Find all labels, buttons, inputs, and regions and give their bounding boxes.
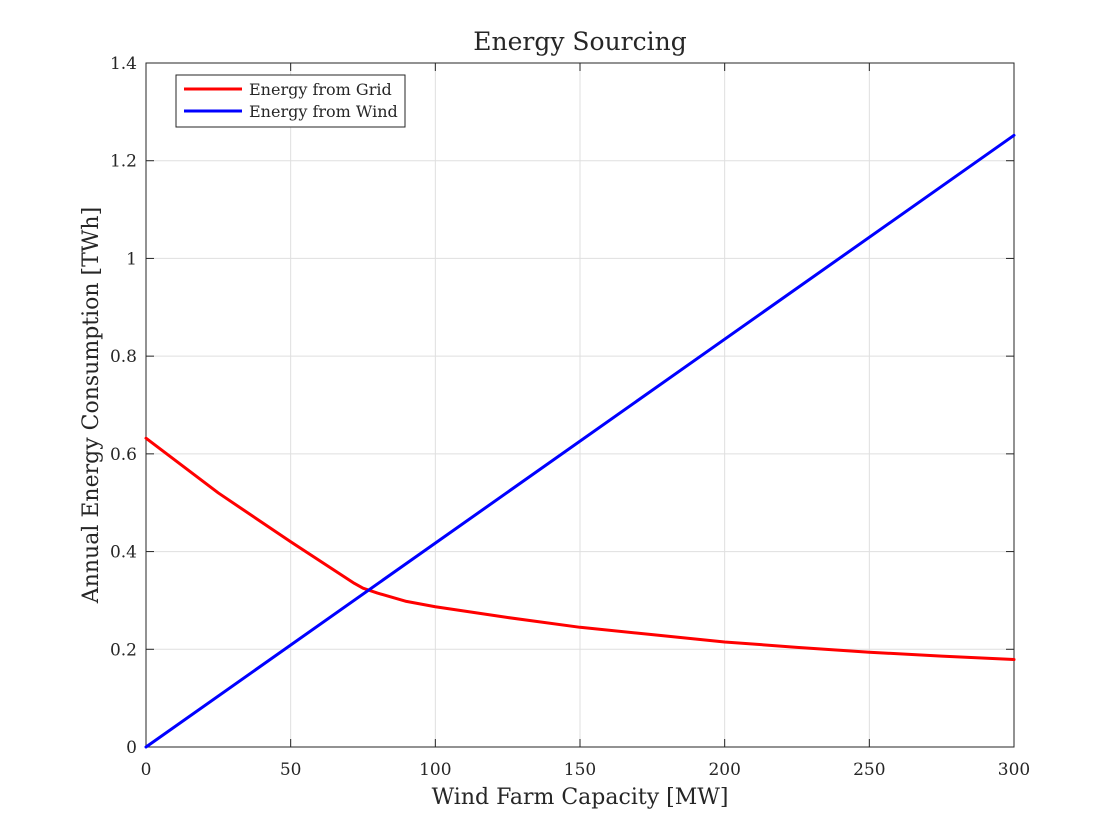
legend-label-wind: Energy from Wind bbox=[249, 102, 398, 121]
x-tick-label: 300 bbox=[998, 760, 1030, 780]
y-tick-label: 1.4 bbox=[110, 54, 137, 74]
tick-labels: 0 50 100 150 200 250 300 0 0.2 0.4 0.6 0.8 1 1.2 1.4 bbox=[110, 54, 1030, 780]
legend: Energy from Grid Energy from Wind bbox=[175, 74, 406, 128]
y-tick-label: 1.2 bbox=[110, 152, 137, 172]
wind-energy-line bbox=[144, 133, 1016, 749]
y-tick-label: 0.6 bbox=[110, 445, 137, 465]
x-tick-label: 200 bbox=[708, 760, 740, 780]
x-tick-label: 50 bbox=[280, 760, 302, 780]
legend-box bbox=[175, 74, 406, 128]
x-tick-label: 0 bbox=[141, 760, 152, 780]
x-tick-label: 150 bbox=[564, 760, 596, 780]
y-axis-label: Annual Energy Consumption [TWh] bbox=[79, 207, 104, 604]
x-tick-label: 100 bbox=[419, 760, 451, 780]
chart-title: Energy Sourcing bbox=[473, 27, 687, 56]
y-tick-label: 0 bbox=[126, 738, 137, 758]
y-tick-label: 0.4 bbox=[110, 543, 137, 563]
x-axis-label: Wind Farm Capacity [MW] bbox=[432, 785, 729, 810]
y-tick-label: 0.8 bbox=[110, 347, 137, 367]
x-tick-label: 250 bbox=[853, 760, 885, 780]
y-tick-label: 1 bbox=[126, 249, 137, 269]
data-series bbox=[144, 133, 1016, 749]
grid-lines bbox=[146, 63, 1014, 747]
legend-label-grid: Energy from Grid bbox=[249, 80, 392, 99]
y-tick-label: 0.2 bbox=[110, 640, 137, 660]
grid-energy-line bbox=[144, 436, 1016, 662]
